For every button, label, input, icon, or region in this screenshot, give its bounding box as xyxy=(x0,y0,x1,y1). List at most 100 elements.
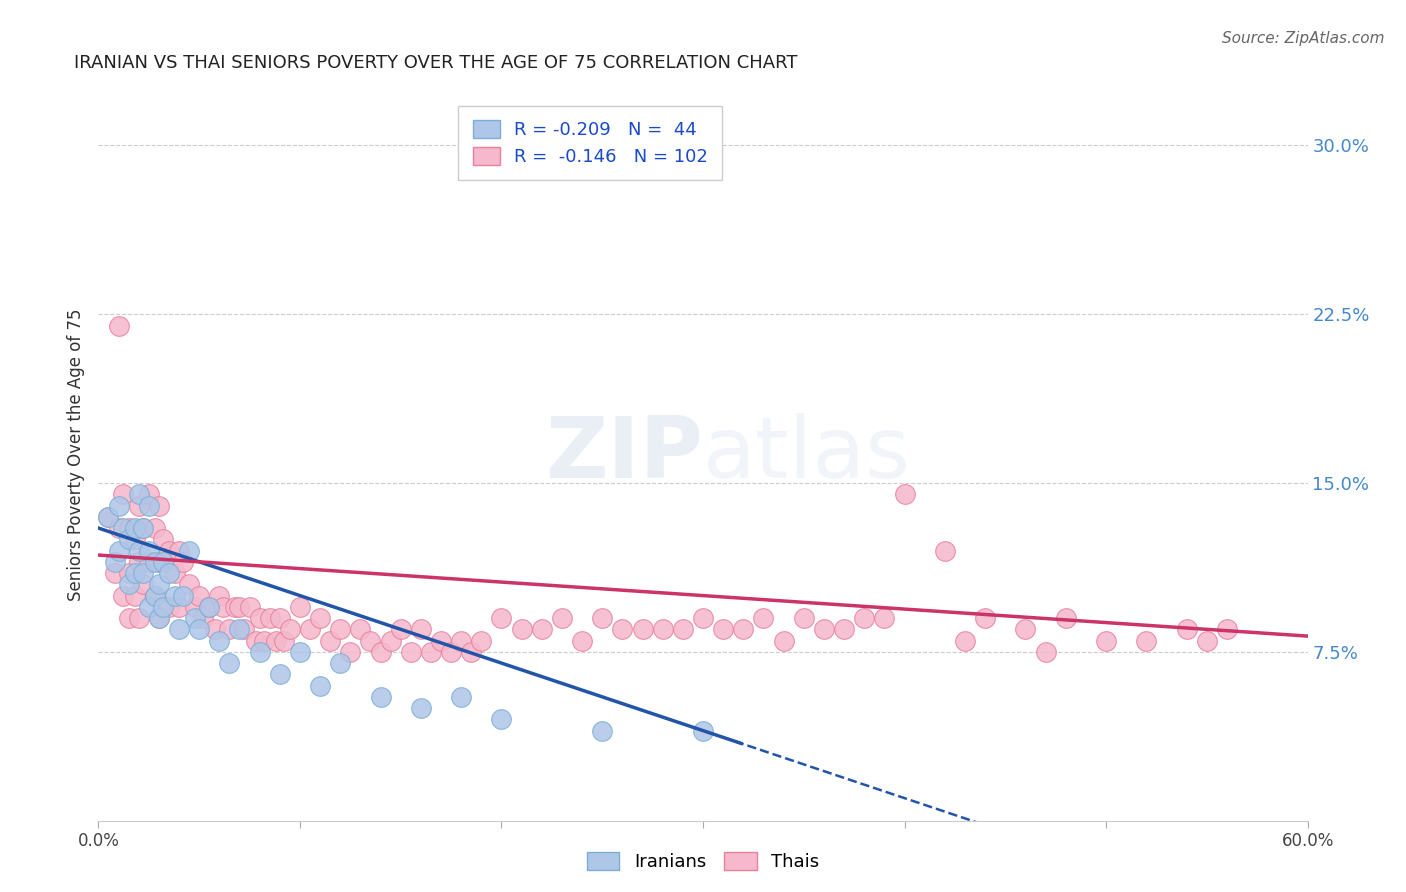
Point xyxy=(460,645,482,659)
Point xyxy=(692,611,714,625)
Point xyxy=(239,599,262,614)
Point xyxy=(132,521,155,535)
Point xyxy=(103,555,125,569)
Point xyxy=(167,599,190,614)
Point xyxy=(138,499,160,513)
Point xyxy=(228,599,250,614)
Point xyxy=(299,623,322,637)
Point xyxy=(329,623,352,637)
Point xyxy=(212,599,235,614)
Point xyxy=(157,566,180,580)
Point xyxy=(530,623,553,637)
Point xyxy=(450,633,472,648)
Point xyxy=(138,599,160,614)
Point xyxy=(138,487,160,501)
Point xyxy=(470,633,492,648)
Point xyxy=(245,633,267,648)
Point xyxy=(208,633,231,648)
Point xyxy=(813,623,835,637)
Point xyxy=(118,533,141,547)
Point xyxy=(399,645,422,659)
Point xyxy=(184,599,207,614)
Point xyxy=(339,645,361,659)
Point xyxy=(148,611,170,625)
Point xyxy=(832,623,855,637)
Point xyxy=(450,690,472,704)
Point xyxy=(128,499,150,513)
Point xyxy=(138,555,160,569)
Point xyxy=(370,645,392,659)
Point xyxy=(1195,633,1218,648)
Point xyxy=(1216,623,1239,637)
Point xyxy=(409,701,432,715)
Point xyxy=(148,611,170,625)
Y-axis label: Seniors Poverty Over the Age of 75: Seniors Poverty Over the Age of 75 xyxy=(66,309,84,601)
Point xyxy=(193,611,215,625)
Point xyxy=(188,623,211,637)
Point xyxy=(692,723,714,738)
Point xyxy=(152,555,174,569)
Point xyxy=(1014,623,1036,637)
Point xyxy=(612,623,634,637)
Point xyxy=(218,656,240,670)
Point xyxy=(198,599,221,614)
Point xyxy=(124,533,146,547)
Point xyxy=(752,611,775,625)
Point xyxy=(128,543,150,558)
Point xyxy=(132,521,155,535)
Point xyxy=(143,589,166,603)
Text: Source: ZipAtlas.com: Source: ZipAtlas.com xyxy=(1222,31,1385,46)
Point xyxy=(934,543,956,558)
Point xyxy=(184,611,207,625)
Point xyxy=(103,566,125,580)
Point xyxy=(591,611,613,625)
Point xyxy=(1135,633,1157,648)
Point xyxy=(152,599,174,614)
Point xyxy=(491,611,513,625)
Text: IRANIAN VS THAI SENIORS POVERTY OVER THE AGE OF 75 CORRELATION CHART: IRANIAN VS THAI SENIORS POVERTY OVER THE… xyxy=(75,54,797,72)
Point xyxy=(143,589,166,603)
Point xyxy=(188,589,211,603)
Point xyxy=(1175,623,1198,637)
Point xyxy=(218,623,240,637)
Point xyxy=(329,656,352,670)
Point xyxy=(370,690,392,704)
Point xyxy=(118,577,141,591)
Point xyxy=(278,623,301,637)
Point xyxy=(389,623,412,637)
Point xyxy=(167,623,190,637)
Point xyxy=(172,555,194,569)
Point xyxy=(319,633,342,648)
Point xyxy=(309,611,332,625)
Point xyxy=(1095,633,1118,648)
Point xyxy=(430,633,453,648)
Point xyxy=(253,633,276,648)
Point xyxy=(893,487,915,501)
Point xyxy=(491,712,513,726)
Point xyxy=(409,623,432,637)
Point xyxy=(107,499,129,513)
Point xyxy=(107,318,129,333)
Text: atlas: atlas xyxy=(703,413,911,497)
Point xyxy=(124,521,146,535)
Point xyxy=(107,521,129,535)
Point xyxy=(128,611,150,625)
Point xyxy=(249,645,271,659)
Point xyxy=(232,623,254,637)
Point xyxy=(551,611,574,625)
Point xyxy=(198,599,221,614)
Point xyxy=(204,623,226,637)
Point xyxy=(1035,645,1057,659)
Point xyxy=(148,577,170,591)
Point xyxy=(420,645,443,659)
Point xyxy=(953,633,976,648)
Point xyxy=(107,543,129,558)
Point xyxy=(124,589,146,603)
Point xyxy=(179,543,201,558)
Point xyxy=(309,679,332,693)
Point xyxy=(510,623,533,637)
Point xyxy=(163,566,186,580)
Point xyxy=(269,667,291,681)
Point xyxy=(138,543,160,558)
Point xyxy=(631,623,654,637)
